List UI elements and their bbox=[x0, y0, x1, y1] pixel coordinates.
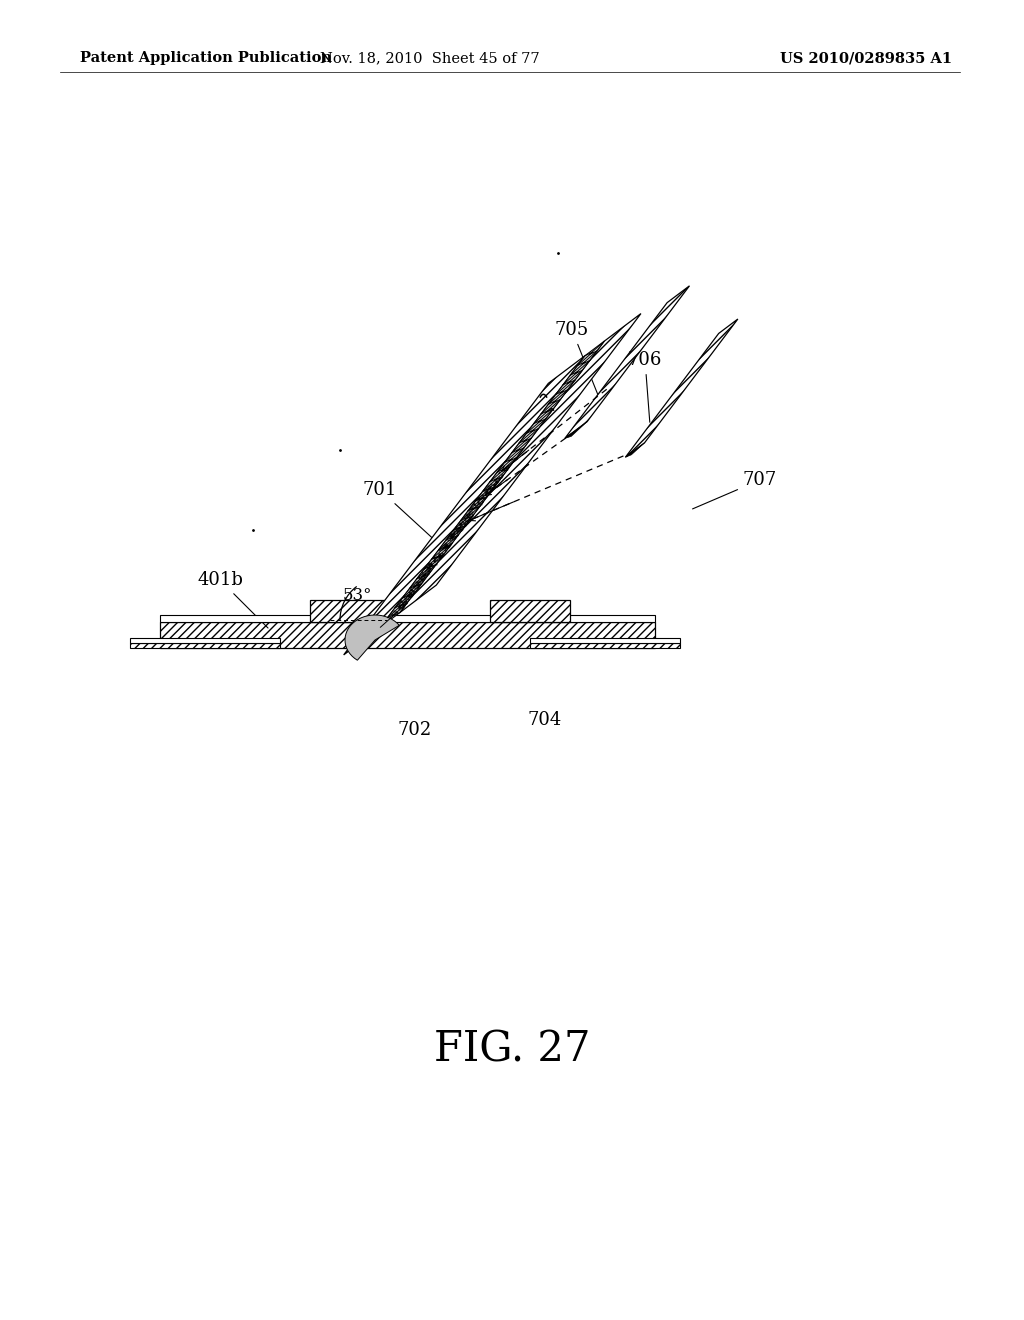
Text: 702: 702 bbox=[398, 721, 432, 739]
Text: 705: 705 bbox=[555, 321, 599, 397]
Polygon shape bbox=[626, 442, 644, 457]
Polygon shape bbox=[626, 319, 738, 457]
Text: Patent Application Publication: Patent Application Publication bbox=[80, 51, 332, 65]
Text: 53°: 53° bbox=[342, 586, 372, 603]
Text: Nov. 18, 2010  Sheet 45 of 77: Nov. 18, 2010 Sheet 45 of 77 bbox=[321, 51, 540, 65]
Polygon shape bbox=[565, 286, 689, 438]
Polygon shape bbox=[160, 615, 655, 622]
Polygon shape bbox=[399, 314, 641, 612]
Text: 701: 701 bbox=[362, 480, 438, 543]
Polygon shape bbox=[130, 638, 280, 643]
Polygon shape bbox=[565, 421, 587, 438]
Text: FIG. 27: FIG. 27 bbox=[434, 1030, 590, 1071]
Text: 707: 707 bbox=[692, 471, 777, 510]
Text: 704: 704 bbox=[528, 711, 562, 729]
Text: US 2010/0289835 A1: US 2010/0289835 A1 bbox=[780, 51, 952, 65]
Polygon shape bbox=[381, 342, 604, 627]
Text: 401b: 401b bbox=[197, 572, 268, 628]
Polygon shape bbox=[490, 601, 570, 622]
Polygon shape bbox=[530, 638, 680, 643]
Polygon shape bbox=[130, 643, 280, 648]
Polygon shape bbox=[345, 615, 399, 660]
Polygon shape bbox=[530, 643, 680, 648]
Polygon shape bbox=[310, 601, 390, 622]
Text: 706: 706 bbox=[628, 351, 663, 422]
Polygon shape bbox=[344, 355, 585, 655]
Polygon shape bbox=[160, 622, 655, 648]
